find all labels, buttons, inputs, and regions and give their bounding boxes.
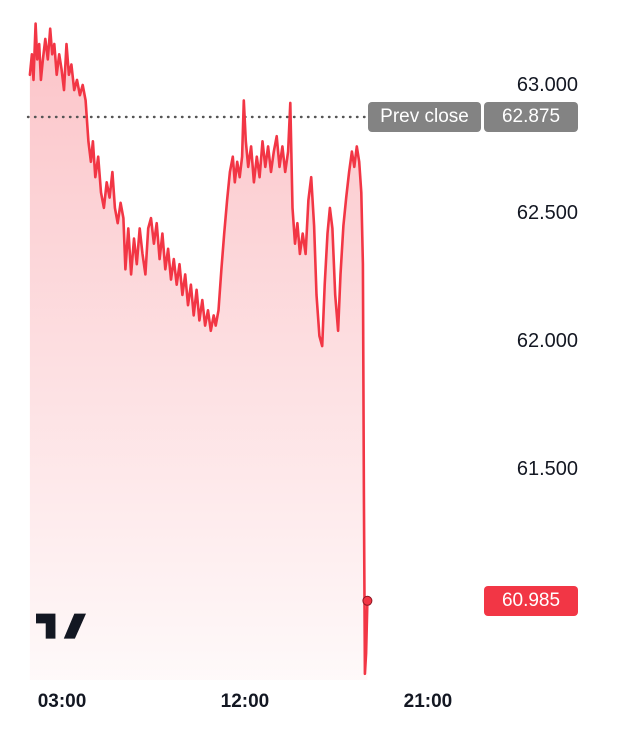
price-axis-label: 62.500 (516, 202, 578, 224)
tradingview-logo-icon[interactable] (36, 608, 86, 647)
last-price-badge: 60.985 (484, 585, 578, 616)
prev-close-badge: Prev close 62.875 (368, 102, 578, 132)
price-axis-label: 62.000 (516, 330, 578, 352)
time-axis-label: 21:00 (403, 691, 453, 712)
last-price-dot (362, 595, 373, 606)
price-line (28, 22, 369, 676)
price-axis-label: 63.000 (516, 74, 578, 96)
price-area (29, 23, 368, 681)
price-axis-label: 61.500 (516, 458, 578, 480)
time-axis-label: 12:00 (220, 691, 270, 712)
prev-close-badge-value: 62.875 (484, 102, 578, 132)
prev-close-badge-label: Prev close (368, 102, 481, 132)
time-axis-label: 03:00 (37, 691, 87, 712)
